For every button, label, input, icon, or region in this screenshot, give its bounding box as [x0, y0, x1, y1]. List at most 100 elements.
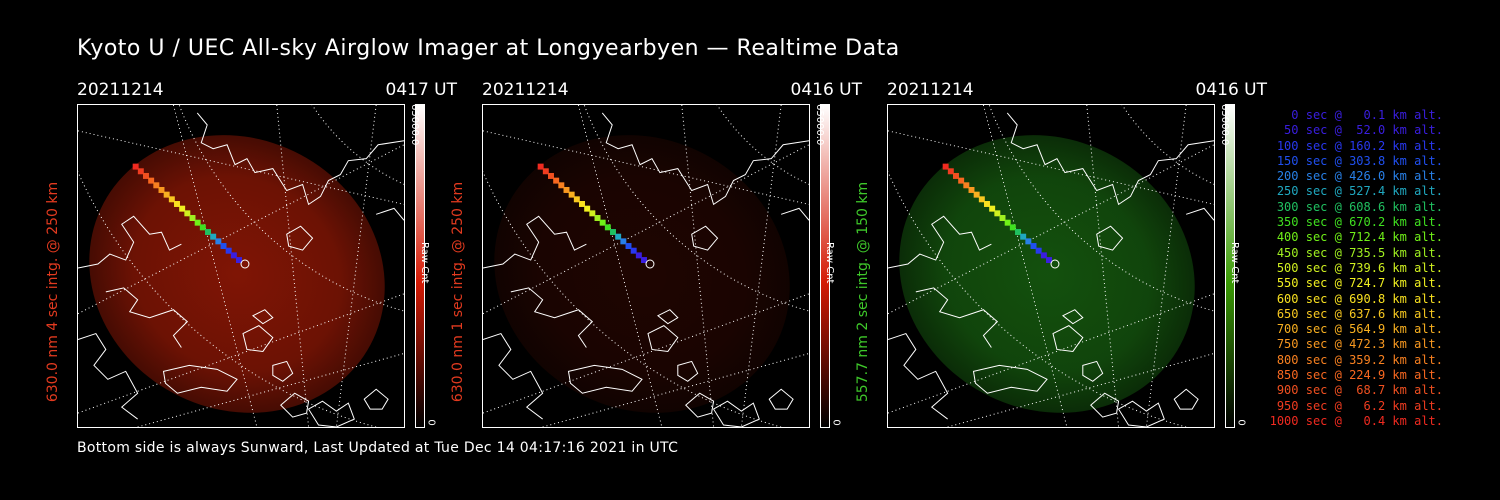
- trajectory-marker: [1004, 219, 1011, 226]
- colorbar-unit: Raw Cnt: [1229, 242, 1240, 284]
- trajectory-marker: [942, 163, 949, 170]
- trajectory-marker: [558, 182, 565, 189]
- trajectory-marker: [1046, 257, 1052, 264]
- legend-row: 800 sec @ 359.2 km alt.: [1276, 352, 1443, 367]
- panel-time: 0416 UT: [790, 80, 863, 100]
- legend-row: 400 sec @ 712.4 km alt.: [1276, 230, 1443, 245]
- trajectory-marker: [984, 201, 990, 207]
- trajectory-marker: [132, 163, 139, 170]
- panel-date: 20211214: [887, 80, 974, 100]
- trajectory-marker: [1030, 243, 1037, 250]
- trajectory-track: [537, 163, 655, 269]
- trajectory-track: [132, 163, 250, 269]
- trajectory-marker: [958, 177, 965, 184]
- footer-note: Bottom side is always Sunward, Last Upda…: [77, 440, 679, 456]
- legend-row: 850 sec @ 224.9 km alt.: [1276, 368, 1443, 383]
- trajectory-marker: [537, 163, 544, 170]
- colorbar-max: 65000.0: [1219, 104, 1230, 146]
- trajectory-marker: [1035, 247, 1042, 254]
- trajectory-marker: [568, 191, 575, 198]
- trajectory-marker: [625, 243, 632, 250]
- trajectory-marker: [174, 201, 180, 207]
- allsky-map: [482, 104, 810, 428]
- panel-ylabel: 630.0 nm 4 sec intg. @ 250 km: [45, 181, 61, 403]
- trajectory-marker: [1025, 238, 1032, 245]
- coastlines: [78, 112, 404, 427]
- trajectory-marker: [168, 196, 175, 203]
- trajectory-marker: [563, 186, 570, 193]
- legend-row: 50 sec @ 52.0 km alt.: [1284, 123, 1443, 138]
- trajectory-marker: [194, 219, 201, 226]
- trajectory-track: [942, 163, 1060, 269]
- trajectory-marker: [220, 243, 227, 250]
- latlon-grid: [483, 105, 809, 427]
- trajectory-legend: 0 sec @ 0.1 km alt. 50 sec @ 52.0 km alt…: [1243, 108, 1443, 429]
- trajectory-marker: [989, 205, 996, 212]
- colorbar: [415, 104, 425, 428]
- trajectory-marker: [620, 238, 627, 245]
- trajectory-marker: [584, 205, 591, 212]
- colorbar-unit: Raw Cnt: [824, 242, 835, 284]
- panel-time: 0417 UT: [385, 80, 458, 100]
- trajectory-marker: [1020, 233, 1027, 240]
- trajectory-marker: [230, 252, 237, 259]
- legend-row: 300 sec @ 608.6 km alt.: [1276, 199, 1443, 214]
- colorbar-min: 0: [425, 419, 437, 426]
- coastlines: [888, 112, 1214, 427]
- trajectory-marker: [210, 233, 217, 240]
- trajectory-marker: [953, 172, 959, 179]
- allsky-map: [887, 104, 1215, 428]
- trajectory-marker: [968, 186, 975, 193]
- trajectory-marker: [1040, 252, 1047, 259]
- legend-row: 950 sec @ 6.2 km alt.: [1276, 398, 1443, 413]
- panel-ylabel: 630.0 nm 1 sec intg. @ 250 km: [450, 181, 466, 403]
- trajectory-marker: [236, 257, 242, 264]
- colorbar-min: 0: [830, 419, 842, 426]
- trajectory-marker: [610, 229, 616, 235]
- allsky-map: [77, 104, 405, 428]
- trajectory-marker: [604, 224, 611, 231]
- latlon-grid: [888, 105, 1214, 427]
- trajectory-marker: [1015, 229, 1021, 235]
- legend-row: 1000 sec @ 0.4 km alt.: [1269, 413, 1443, 428]
- trajectory-marker: [179, 205, 186, 212]
- airglow-panel-2: 20211214 0416 UT 630.0 nm 1 sec intg. @ …: [450, 80, 863, 430]
- colorbar: [1225, 104, 1235, 428]
- legend-row: 600 sec @ 690.8 km alt.: [1276, 291, 1443, 306]
- legend-row: 900 sec @ 68.7 km alt.: [1276, 383, 1443, 398]
- legend-row: 650 sec @ 637.6 km alt.: [1276, 306, 1443, 321]
- launch-site-marker: [240, 259, 250, 269]
- colorbar-unit: Raw Cnt: [419, 242, 430, 284]
- legend-row: 700 sec @ 564.9 km alt.: [1276, 322, 1443, 337]
- trajectory-marker: [153, 182, 160, 189]
- trajectory-marker: [163, 191, 170, 198]
- trajectory-marker: [579, 201, 585, 207]
- trajectory-marker: [641, 257, 647, 264]
- trajectory-marker: [553, 177, 560, 184]
- launch-site-marker: [1050, 259, 1060, 269]
- trajectory-marker: [184, 210, 191, 217]
- launch-site-marker: [645, 259, 655, 269]
- trajectory-marker: [225, 247, 232, 254]
- trajectory-marker: [205, 229, 211, 235]
- colorbar-max: 65000.0: [409, 104, 420, 146]
- legend-row: 500 sec @ 739.6 km alt.: [1276, 260, 1443, 275]
- airglow-image: [89, 135, 385, 413]
- trajectory-marker: [158, 186, 165, 193]
- panel-time: 0416 UT: [1195, 80, 1268, 100]
- trajectory-marker: [189, 215, 196, 221]
- panel-date: 20211214: [482, 80, 569, 100]
- legend-row: 250 sec @ 527.4 km alt.: [1276, 184, 1443, 199]
- trajectory-marker: [589, 210, 596, 217]
- airglow-image: [494, 135, 790, 413]
- trajectory-marker: [978, 196, 985, 203]
- trajectory-marker: [137, 168, 144, 175]
- allsky-map-svg: [483, 105, 809, 427]
- trajectory-marker: [594, 215, 601, 221]
- trajectory-marker: [542, 168, 549, 175]
- legend-row: 200 sec @ 426.0 km alt.: [1276, 169, 1443, 184]
- legend-row: 450 sec @ 735.5 km alt.: [1276, 245, 1443, 260]
- colorbar-max: 65000.0: [814, 104, 825, 146]
- trajectory-marker: [615, 233, 622, 240]
- allsky-map-svg: [888, 105, 1214, 427]
